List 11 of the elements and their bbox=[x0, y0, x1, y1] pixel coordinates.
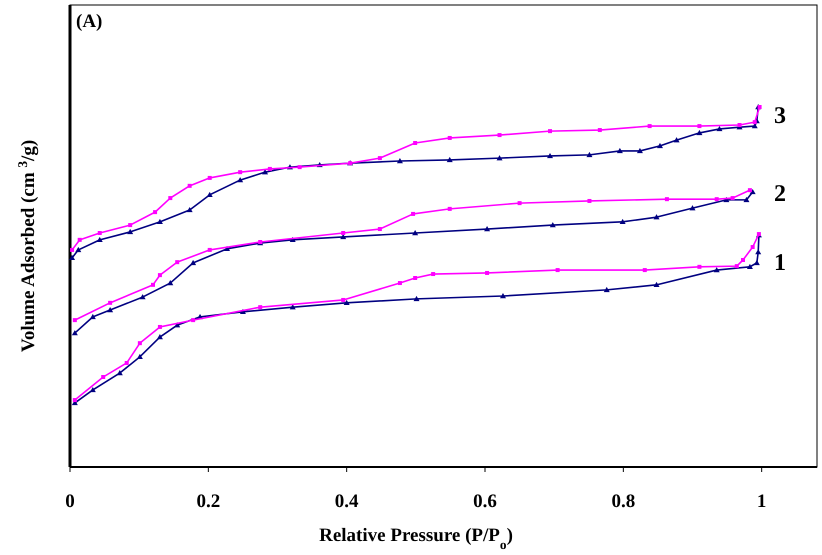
x-tick-label: 0.8 bbox=[611, 491, 636, 512]
x-tick-label: 0 bbox=[65, 491, 75, 512]
x-tick-label: 0.2 bbox=[196, 491, 220, 512]
x-tick-label: 0.6 bbox=[473, 491, 497, 512]
annotation: 2 bbox=[774, 180, 786, 207]
annotation: 1 bbox=[774, 250, 786, 276]
annotation: 3 bbox=[774, 103, 786, 129]
x-axis-title: Relative Pressure (P/P$_{o}$) bbox=[319, 525, 513, 552]
chart-title: (A) bbox=[76, 11, 102, 32]
x-tick-label: 1 bbox=[756, 491, 766, 512]
x-tick-label: 0.4 bbox=[334, 491, 360, 512]
